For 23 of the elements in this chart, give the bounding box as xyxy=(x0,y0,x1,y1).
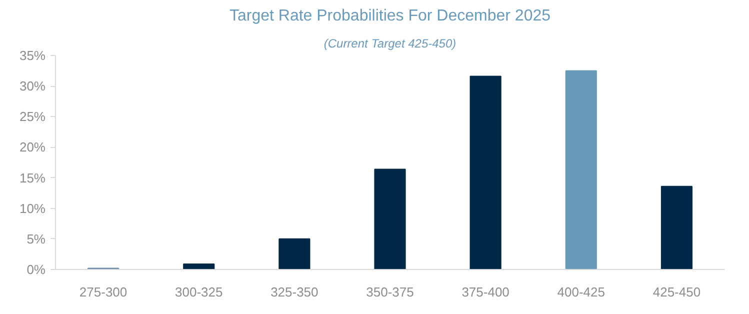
x-tick-label: 300-325 xyxy=(175,284,223,300)
y-tick-label: 30% xyxy=(19,78,46,94)
x-tick-label: 325-350 xyxy=(270,284,318,300)
bar xyxy=(660,186,693,270)
bar xyxy=(183,263,215,270)
y-tick-label: 10% xyxy=(19,200,46,216)
x-tick-label: 375-400 xyxy=(462,284,510,300)
x-tick-label: 275-300 xyxy=(79,284,128,300)
x-tick-label: 350-375 xyxy=(366,284,414,300)
bar xyxy=(278,238,310,270)
y-tick-label: 0% xyxy=(26,262,46,277)
chart-subtitle: (Current Target 425-450) xyxy=(324,36,456,50)
x-tick-label: 425-450 xyxy=(652,284,701,300)
y-tick-label: 20% xyxy=(19,140,46,155)
y-tick-label: 5% xyxy=(26,231,46,246)
y-tick-label: 25% xyxy=(19,109,46,124)
y-tick-label: 15% xyxy=(19,170,46,186)
chart-title: Target Rate Probabilities For December 2025 xyxy=(229,8,551,24)
bar xyxy=(374,168,406,270)
x-tick-label: 400-425 xyxy=(557,284,606,300)
y-tick-label: 35% xyxy=(19,48,46,63)
bar xyxy=(565,70,597,270)
bar xyxy=(470,76,502,270)
